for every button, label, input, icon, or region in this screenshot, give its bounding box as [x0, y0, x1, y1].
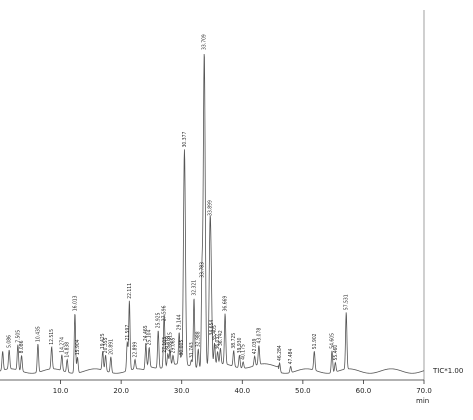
peak-label: 12.515 — [49, 329, 55, 345]
peak-label: 28.018 — [165, 336, 171, 352]
peak-label: 36.037 — [215, 334, 221, 350]
peak-label: 30.005 — [179, 340, 185, 356]
peak-label: 38.725 — [231, 333, 237, 349]
peak-label: 8.086 — [19, 340, 25, 353]
trace-label: TIC*1.00 — [432, 367, 463, 375]
peak-label: 15.904 — [75, 339, 81, 355]
peak-label: 46.284 — [277, 345, 283, 361]
x-tick-label: 20.0 — [113, 387, 129, 395]
peak-label: 32.988 — [196, 331, 202, 347]
peak-label: 54.605 — [329, 333, 335, 349]
peak-label: 33.709 — [202, 34, 208, 50]
peak-label: 22.899 — [133, 342, 139, 358]
x-tick-label: 70.0 — [416, 387, 432, 395]
x-axis-ticks: 10.0 20.0 30.0 40.0 50.0 60.0 70.0 — [53, 380, 432, 395]
peak-label: 40.175 — [241, 344, 247, 360]
peak-label: 47.484 — [288, 348, 294, 364]
peak-label: 33.899 — [208, 200, 214, 216]
peak-label: 29.144 — [177, 314, 183, 330]
peak-label: 7.505 — [15, 330, 21, 343]
peak-label: 10.435 — [35, 326, 41, 342]
x-tick-label: 50.0 — [295, 387, 311, 395]
peak-label: 31.743 — [189, 342, 195, 358]
peak-label: 24.465 — [143, 325, 149, 341]
peak-label: 14.838 — [65, 342, 71, 358]
peak-label: 29.065 — [170, 337, 176, 353]
peak-label: 34.654 — [209, 320, 215, 336]
peak-label: 16.013 — [72, 295, 78, 311]
x-tick-label: 30.0 — [174, 387, 190, 395]
peak-label: 36.669 — [223, 296, 229, 312]
x-tick-label: 60.0 — [356, 387, 372, 395]
peak-label: 27.596 — [162, 305, 168, 321]
tic-trace-line — [0, 53, 425, 374]
peak-label: 5.086 — [7, 335, 13, 348]
peak-label: 19.425 — [100, 333, 106, 349]
peak-label: 25.925 — [156, 312, 162, 328]
peak-label: 20.891 — [108, 339, 114, 355]
x-tick-label: 40.0 — [234, 387, 250, 395]
peak-label: 25.104 — [147, 330, 153, 346]
peak-label: 21.597 — [125, 325, 131, 341]
peak-label: 22.111 — [127, 283, 133, 299]
peak-label: 51.902 — [312, 333, 318, 349]
x-axis-label: min — [416, 397, 429, 405]
peak-label: 43.078 — [256, 328, 262, 344]
peak-label: 39.930 — [237, 337, 243, 353]
x-tick-label: 10.0 — [53, 387, 69, 395]
peak-label: 55.460 — [333, 345, 339, 361]
peak-label: 28.315 — [168, 332, 174, 348]
peak-label: 30.377 — [182, 132, 188, 148]
peak-label: 36.742 — [218, 330, 224, 346]
peak-label: 27.103 — [162, 337, 168, 353]
peak-label: 14.274 — [59, 337, 65, 353]
peak-label: 33.783 — [199, 262, 205, 278]
peak-label: 57.531 — [344, 294, 350, 310]
peak-label: 32.321 — [192, 280, 198, 296]
peak-label: 35.405 — [212, 325, 218, 341]
peak-label: 20.355 — [103, 337, 109, 353]
peak-label: 42.039 — [252, 338, 258, 354]
